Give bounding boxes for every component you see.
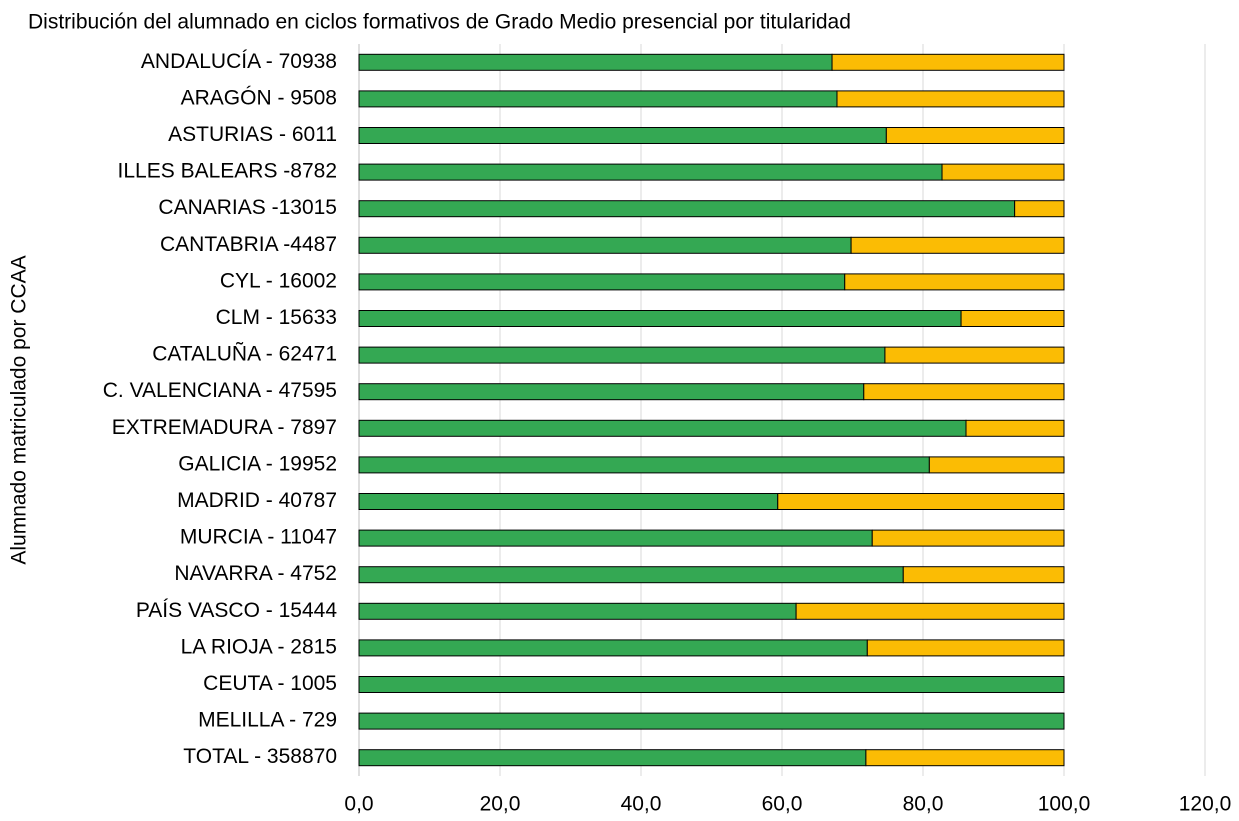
bar-segment (831, 53, 1065, 71)
bar-segment (358, 273, 846, 291)
bar-segment (1014, 200, 1065, 218)
bar-segment (358, 346, 886, 364)
y-tick-label: NAVARRA - 4752 (174, 562, 337, 585)
bar-segment (871, 529, 1065, 547)
bar-segment (863, 383, 1065, 401)
y-tick-label: PAÍS VASCO - 15444 (136, 599, 337, 622)
y-axis-label: Alumnado matriculado por CCAA (8, 255, 31, 564)
bar-segment (965, 419, 1065, 437)
bar-segment (850, 236, 1065, 254)
y-tick-label: EXTREMADURA - 7897 (112, 416, 337, 439)
bar-segment (358, 602, 797, 620)
bar-segment (884, 346, 1065, 364)
x-tick-label: 40,0 (621, 793, 662, 816)
bar-segment (358, 639, 868, 657)
y-tick-label: CEUTA - 1005 (203, 672, 337, 695)
y-tick-label: MELILLA - 729 (198, 709, 337, 732)
bar-segment (358, 419, 967, 437)
bar-segment (885, 127, 1065, 144)
bar-segment (941, 163, 1065, 181)
y-tick-label: ASTURIAS - 6011 (168, 123, 337, 146)
y-tick-label: CLM - 15633 (216, 306, 337, 329)
y-tick-label: LA RIOJA - 2815 (181, 635, 337, 658)
y-tick-label: CANTABRIA -4487 (160, 233, 337, 256)
y-tick-label: MADRID - 40787 (177, 489, 337, 512)
bar-segment (836, 90, 1065, 108)
bar-segment (777, 493, 1065, 510)
x-tick-label: 60,0 (762, 793, 803, 816)
bar-segment (928, 456, 1065, 474)
y-tick-label: MURCIA - 11047 (180, 526, 337, 549)
bar-segment (866, 639, 1065, 657)
bar-segment (358, 90, 838, 108)
bar-segment (358, 676, 1065, 693)
bar-segment (358, 163, 943, 181)
y-tick-label: C. VALENCIANA - 47595 (103, 379, 337, 402)
bar-segment (358, 127, 887, 144)
bar-segment (960, 310, 1065, 327)
y-tick-label: CYL - 16002 (220, 269, 337, 292)
bar-segment (358, 456, 930, 474)
bar-segment (358, 310, 962, 327)
bar-segment (358, 529, 873, 547)
bar-segment (865, 749, 1065, 767)
bar-segment (358, 566, 904, 584)
bar-segment (358, 53, 833, 71)
y-tick-label: ILLES BALEARS -8782 (118, 160, 337, 183)
x-tick-label: 100,0 (1038, 793, 1091, 816)
x-tick-label: 120,0 (1179, 793, 1232, 816)
y-tick-label: CATALUÑA - 62471 (152, 342, 337, 366)
chart-title: Distribución del alumnado en ciclos form… (28, 11, 851, 34)
bar-segment (844, 273, 1065, 291)
x-tick-label: 80,0 (903, 793, 944, 816)
x-tick-label: 20,0 (480, 793, 521, 816)
bar-segment (795, 602, 1065, 620)
y-tick-label: GALICIA - 19952 (178, 452, 337, 475)
y-tick-label: ARAGÓN - 9508 (181, 86, 337, 109)
bar-segment (902, 566, 1065, 584)
y-tick-label: TOTAL - 358870 (183, 745, 337, 768)
bar-segment (358, 749, 867, 767)
y-tick-label: ANDALUCÍA - 70938 (141, 50, 337, 73)
bar-segment (358, 236, 852, 254)
bar-segment (358, 712, 1065, 730)
bar-segment (358, 493, 779, 510)
bar-segment (358, 383, 865, 401)
bar-segment (358, 200, 1016, 218)
x-tick-label: 0,0 (344, 793, 373, 816)
y-tick-label: CANARIAS -13015 (158, 196, 337, 219)
